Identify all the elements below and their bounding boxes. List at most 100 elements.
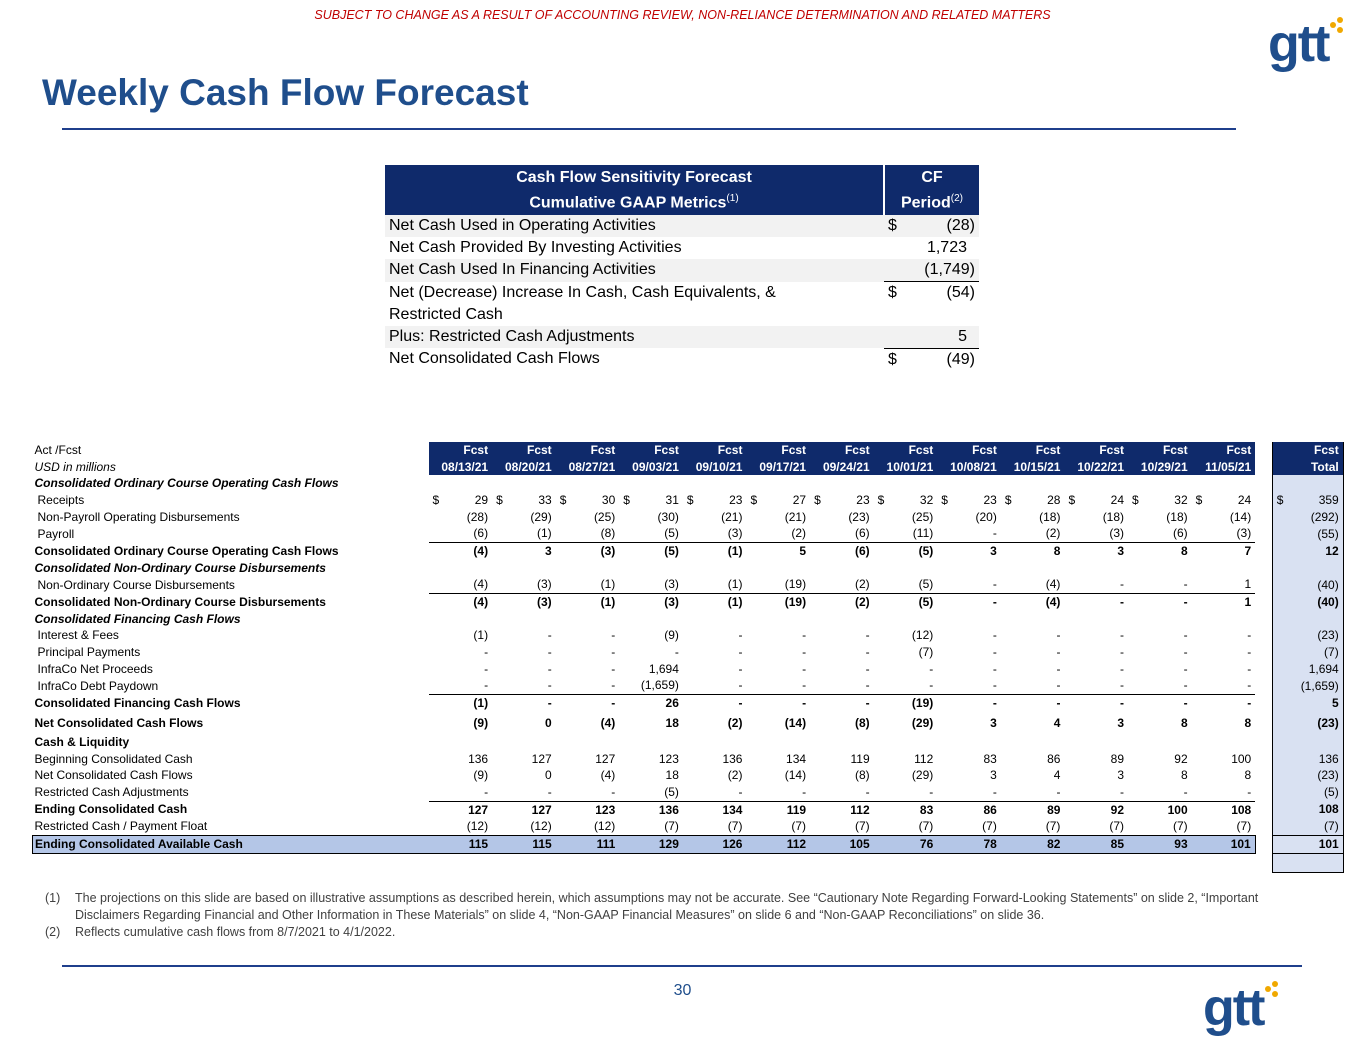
dollar-sign: $ [1068, 492, 1076, 507]
value-text: (6) [854, 543, 870, 558]
empty-cell [492, 560, 556, 577]
value-text: 3 [545, 543, 552, 558]
spacer [1255, 784, 1272, 801]
week-value: 8 [1192, 712, 1256, 734]
week-value: (25) [874, 509, 938, 526]
value-text: 8 [1244, 768, 1252, 783]
value-text: (9) [473, 715, 489, 730]
value-text: - [738, 645, 743, 660]
week-value: - [810, 694, 874, 712]
week-value: - [1001, 628, 1065, 645]
week-value: (7) [937, 818, 1001, 837]
value-text: 100 [1231, 751, 1252, 766]
value-text: (12) [911, 628, 934, 643]
value-text: 83 [983, 751, 997, 766]
value-text: 101 [1318, 836, 1339, 851]
value-text: (4) [600, 768, 616, 783]
week-value: $24 [1192, 492, 1256, 509]
week-value: 3 [492, 542, 556, 560]
total-label: Total [1271, 458, 1344, 476]
value-text: 111 [596, 836, 616, 851]
value-text: - [1183, 628, 1188, 643]
total-value: 136 [1271, 750, 1344, 768]
value-text: (40) [1317, 594, 1339, 609]
value-text: - [1120, 678, 1125, 693]
value-text: (49) [946, 350, 975, 368]
week-value: (28) [429, 509, 493, 526]
value-text: - [992, 577, 997, 592]
sensitivity-row-label: Net Cash Used In Financing Activities [385, 259, 884, 282]
week-value: - [619, 644, 683, 661]
week-value: 4 [1001, 767, 1065, 784]
week-value: - [1128, 576, 1192, 595]
week-value: 111 [555, 835, 620, 854]
value-text: (8) [854, 715, 870, 730]
value-text: - [1247, 696, 1252, 711]
column-type: Fcst [1191, 442, 1256, 459]
value-text: (19) [784, 577, 807, 592]
value-text: (1) [473, 628, 489, 643]
table-row: Consolidated Ordinary Course Operating C… [33, 542, 1344, 560]
value-text: 134 [786, 751, 807, 766]
value-text: - [865, 645, 870, 660]
empty-cell [492, 611, 556, 628]
value-text: - [1247, 628, 1252, 643]
week-value: 119 [810, 751, 874, 768]
week-value: (5) [873, 593, 938, 611]
value-text: (3) [727, 526, 743, 541]
row-label: Interest & Fees [37, 628, 119, 643]
table-row: Beginning Consolidated Cash 136 127 127 123 1… [33, 750, 1344, 768]
dollar-sign: $ [559, 492, 567, 507]
value-text: 23 [983, 492, 997, 507]
value-text: - [1183, 696, 1188, 711]
week-value: - [1064, 784, 1129, 802]
dollar-sign: $ [888, 350, 897, 368]
value-text: 105 [849, 836, 870, 851]
total-cell [1271, 853, 1344, 873]
week-value: (8) [555, 525, 620, 544]
value-text: 8 [1180, 768, 1188, 783]
logo-dots-icon [1265, 978, 1279, 998]
column-date: 09/10/21 [682, 458, 747, 476]
value-text: 3 [990, 768, 997, 783]
week-value: (3) [1064, 525, 1129, 544]
week-value: - [1001, 661, 1065, 678]
week-value: (18) [1064, 509, 1128, 526]
week-value: (1) [429, 628, 493, 645]
column-type: Fcst [682, 442, 747, 459]
week-value: - [556, 644, 620, 661]
week-value: 86 [1001, 751, 1065, 768]
week-value: (12) [555, 818, 620, 837]
column-date: 08/13/21 [428, 458, 493, 476]
week-value: 8 [1192, 767, 1256, 784]
week-value: 101 [1191, 835, 1256, 854]
empty-cell [937, 853, 1001, 872]
sensitivity-row: Net Consolidated Cash Flows $ (49) [385, 348, 979, 371]
table-row: Payroll (6) (1) (8) (5) (3) (2) (6) (11) - (2) (3) (… [33, 525, 1344, 544]
value-text: - [1247, 678, 1252, 693]
table-row: Interest & Fees (1) - - (9) - - - (12) - - - - - (23) [33, 627, 1344, 645]
spacer [1255, 661, 1272, 678]
week-value: 26 [619, 694, 683, 712]
value-text: (2) [1045, 526, 1061, 541]
row-label: Non-Payroll Operating Disbursements [37, 509, 240, 524]
week-value: - [683, 628, 747, 645]
empty-cell [556, 853, 620, 872]
week-value: (4) [556, 767, 620, 784]
value-text: - [738, 678, 743, 693]
value-text: 1 [1244, 577, 1252, 592]
value-text: 18 [665, 768, 679, 783]
value-text: (30) [657, 509, 679, 524]
column-type: Fcst [1128, 442, 1192, 459]
week-value: (12) [874, 628, 938, 645]
gtt-logo-top: gtt [1268, 14, 1344, 74]
dollar-sign: $ [1132, 492, 1139, 507]
value-text: - [929, 784, 934, 799]
sensitivity-row-value: (1,749) [884, 259, 979, 283]
value-text: (5) [664, 784, 679, 799]
dollar-sign: $ [941, 492, 948, 507]
week-value: 112 [746, 835, 811, 854]
spacer [1255, 644, 1272, 661]
value-text: (18) [1039, 509, 1061, 524]
value-text: (29) [911, 715, 934, 730]
